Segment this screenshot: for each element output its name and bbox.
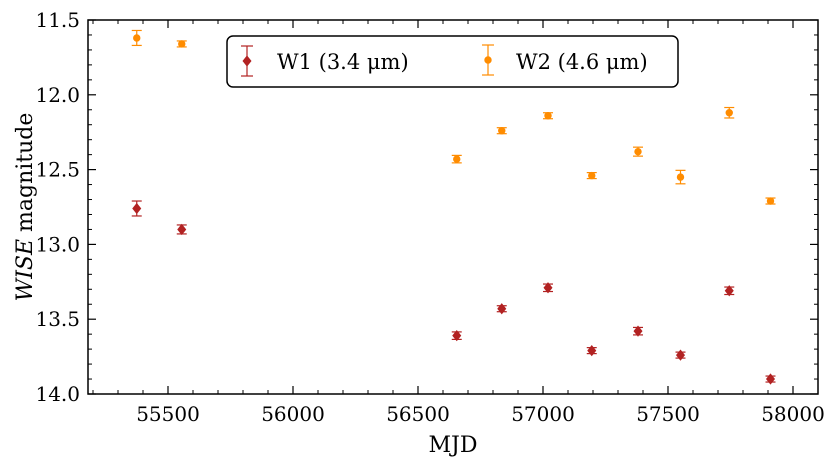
w2-marker [498, 127, 506, 135]
w1-point [675, 349, 686, 361]
w2-marker [766, 197, 775, 205]
x-tick-label: 55500 [136, 402, 200, 426]
legend-w2-symbol [484, 56, 492, 64]
w2-marker [453, 155, 461, 163]
w1-marker [675, 349, 686, 361]
w2-point [633, 146, 643, 157]
w2-marker [544, 112, 552, 120]
w1-point [451, 330, 462, 342]
w1-marker [587, 344, 597, 357]
w1-point [131, 200, 142, 217]
w2-point [496, 127, 507, 135]
legend-w1-marker [241, 45, 253, 77]
legend: W1 (3.4 μm) W2 (4.6 μm) [226, 35, 679, 88]
w2-point [765, 197, 776, 205]
y-tick-label: 14.0 [35, 382, 80, 406]
w1-marker [132, 202, 142, 215]
y-tick-label: 13.5 [35, 307, 80, 331]
legend-w1-symbol [242, 55, 252, 67]
legend-w2-label: W2 (4.6 μm) [516, 50, 648, 74]
w1-point [633, 325, 643, 337]
x-tick-label: 57000 [511, 402, 575, 426]
w2-point [451, 154, 462, 164]
x-tick-label: 56000 [261, 402, 325, 426]
w1-point [586, 344, 597, 357]
y-tick-labels: 11.5 12.0 12.5 13.0 13.5 14.0 [35, 8, 80, 406]
w2-marker [178, 40, 186, 48]
y-axis-label-rest: magnitude [13, 113, 38, 239]
w1-point [176, 223, 187, 236]
w1-marker [765, 373, 776, 385]
y-tick-label: 12.0 [35, 83, 80, 107]
w1-marker [633, 325, 643, 337]
w1-marker [497, 303, 507, 315]
y-axis-label-italic: WISE [13, 239, 38, 301]
legend-box [226, 35, 679, 88]
w1-marker [452, 330, 462, 342]
w1-point [543, 282, 553, 294]
w2-marker [634, 147, 642, 156]
w2-point [131, 29, 142, 47]
w2-point [724, 106, 735, 119]
legend-w2-marker [482, 44, 494, 76]
y-tick-label: 12.5 [35, 158, 80, 182]
w2-marker [133, 34, 141, 42]
plot-frame [87, 19, 819, 395]
w2-point [543, 112, 553, 120]
legend-w1-label: W1 (3.4 μm) [277, 50, 409, 74]
x-tick-label: 58000 [761, 402, 825, 426]
w2-point [586, 171, 597, 180]
y-tick-label: 13.0 [35, 232, 80, 256]
data-points [131, 29, 776, 385]
w2-marker [676, 173, 685, 181]
x-tick-labels: 55500 56000 56500 57000 57500 58000 [136, 402, 825, 426]
w2-point [176, 40, 187, 48]
y-axis-label: WISE magnitude [13, 113, 38, 302]
w1-marker [724, 285, 734, 297]
w2-marker [725, 109, 733, 117]
w1-point [765, 373, 776, 385]
w1-marker [177, 223, 187, 236]
w2-marker [588, 171, 596, 180]
x-tick-label: 56500 [386, 402, 450, 426]
x-tick-label: 57500 [636, 402, 700, 426]
w1-marker [543, 282, 553, 294]
x-axis-label: MJD [429, 433, 478, 458]
w2-point [675, 169, 686, 185]
w1-point [724, 285, 735, 297]
w1-point [496, 303, 507, 315]
y-tick-label: 11.5 [35, 8, 80, 32]
